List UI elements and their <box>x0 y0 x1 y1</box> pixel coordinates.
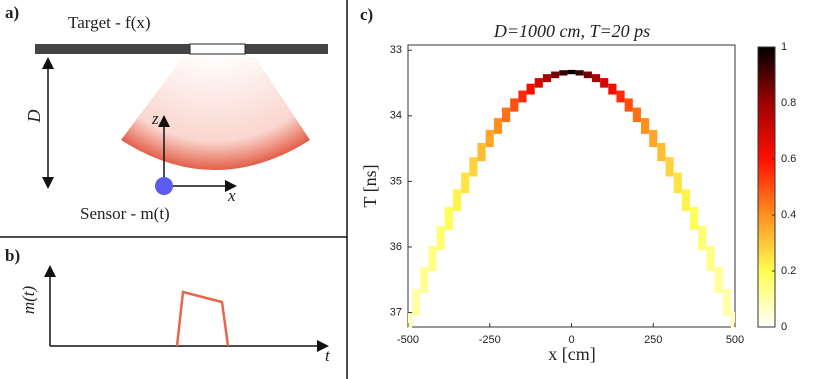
cell <box>559 70 568 76</box>
target <box>35 44 328 54</box>
pulse <box>175 290 230 347</box>
colorbar-tick-label: 1 <box>781 41 787 53</box>
colorbar-tick-label: 0.2 <box>781 265 796 277</box>
heatmap-chart: c) D=1000 cm, T=20 ps x [cm] T [ns] -500… <box>360 5 796 364</box>
x-tick-label: 250 <box>644 334 662 346</box>
x-tick-label: -250 <box>479 334 501 346</box>
cell <box>428 245 437 271</box>
x-tick-label: 0 <box>568 334 574 346</box>
cell <box>730 311 735 328</box>
cell <box>477 143 486 162</box>
colorbar-tick-label: 0.4 <box>781 209 796 221</box>
y-tick-label: 36 <box>390 241 402 253</box>
cell <box>600 78 609 88</box>
cell <box>657 143 666 162</box>
cell <box>608 83 617 95</box>
cell <box>461 172 470 194</box>
cell <box>649 129 658 148</box>
sensor-label: Sensor - m(t) <box>80 204 170 223</box>
cell <box>616 90 625 103</box>
cell <box>502 107 511 123</box>
cell <box>706 245 715 271</box>
y-tick-label: 33 <box>390 44 402 56</box>
cell <box>575 70 584 76</box>
sensor <box>155 177 173 195</box>
beam <box>121 57 310 170</box>
colorbar-tick-label: 0 <box>781 321 787 333</box>
cell <box>444 206 453 230</box>
cell <box>493 118 503 134</box>
cell <box>583 71 592 79</box>
panel-label: b) <box>5 246 20 265</box>
target-patch <box>189 43 246 55</box>
cell <box>632 107 641 123</box>
cell <box>412 288 421 316</box>
plot-area <box>407 44 736 328</box>
distance-label: D <box>24 110 44 124</box>
cell <box>526 83 535 95</box>
cell <box>591 74 601 83</box>
cell <box>551 71 560 79</box>
cell <box>690 206 699 230</box>
x-axis-label: x [cm] <box>548 344 595 364</box>
cell <box>534 78 543 88</box>
cell <box>469 157 478 177</box>
y-tick-label: 34 <box>390 110 402 122</box>
y-label: m(t) <box>19 286 38 315</box>
cell <box>673 172 682 194</box>
cell <box>640 118 650 134</box>
cell <box>714 266 723 293</box>
cell <box>420 266 429 293</box>
cell <box>485 129 494 148</box>
cell <box>567 69 576 75</box>
z-label: z <box>151 109 159 128</box>
cell <box>681 189 691 211</box>
y-axis-label: T [ns] <box>360 164 380 207</box>
colorbar-tick-label: 0.8 <box>781 97 796 109</box>
x-tick-label: -500 <box>397 334 419 346</box>
target-label: Target - f(x) <box>68 13 151 32</box>
x-label: t <box>325 346 331 365</box>
cell <box>518 90 527 103</box>
chart-title: D=1000 cm, T=20 ps <box>493 21 650 41</box>
colorbar-tick-label: 0.6 <box>781 153 796 165</box>
cell <box>624 98 633 112</box>
cell <box>542 74 552 83</box>
y-tick-label: 37 <box>390 306 402 318</box>
cell <box>722 288 731 316</box>
cell <box>436 225 445 250</box>
y-tick-label: 35 <box>390 175 402 187</box>
cell <box>452 189 462 211</box>
panel-label: c) <box>360 5 373 24</box>
cell <box>665 157 674 177</box>
x-tick-label: 500 <box>726 334 744 346</box>
cell <box>698 225 707 250</box>
cell <box>510 98 519 112</box>
panel-label: a) <box>5 3 19 22</box>
cell <box>408 311 413 328</box>
colorbar <box>757 46 776 328</box>
x-label: x <box>227 186 236 205</box>
